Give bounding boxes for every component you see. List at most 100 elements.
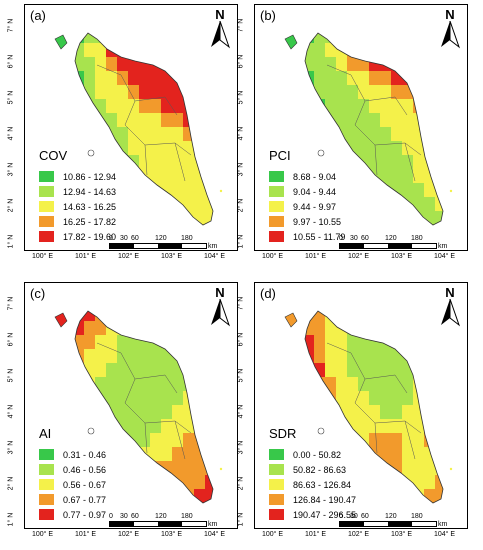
grid-cell: [424, 433, 436, 448]
grid-cell: [435, 71, 443, 86]
longitude-tick: 102° E: [348, 253, 370, 260]
pci-map: [284, 32, 453, 226]
grid-cell: [380, 85, 392, 100]
grid-cell: [183, 475, 195, 490]
grid-cell: [139, 211, 151, 225]
legend-item: 0.56 - 0.67: [39, 477, 106, 492]
grid-cell: [205, 155, 213, 170]
grid-cell: [358, 169, 370, 184]
grid-cell: [325, 57, 337, 72]
grid-cell: [75, 363, 85, 378]
scale-tick-label: 30: [120, 513, 128, 520]
grid-cell: [139, 433, 151, 448]
grid-cell: [314, 71, 326, 86]
state-boundary: [134, 96, 178, 116]
grid-cell: [369, 311, 381, 322]
grid-cell: [172, 113, 184, 128]
grid-cell: [402, 433, 414, 448]
grid-cell: [314, 33, 326, 44]
grid-cell: [161, 433, 173, 448]
grid-cell: [150, 211, 162, 225]
grid-cell: [413, 433, 425, 448]
grid-cell: [413, 197, 425, 212]
grid-cell: [314, 57, 326, 72]
grid-cell: [369, 33, 381, 44]
grid-cell: [161, 335, 173, 350]
grid-cell: [172, 141, 184, 156]
latitude-tick: 1° N: [237, 234, 245, 249]
grid-cell: [194, 43, 206, 58]
legend-item: 9.97 - 10.55: [269, 214, 345, 229]
coastline: [74, 310, 214, 504]
grid-cell: [95, 377, 107, 392]
latitude-tick: 6° N: [7, 54, 15, 69]
grid-cell: [402, 127, 414, 142]
state-boundary: [96, 342, 136, 404]
latitude-tick: 3° N: [237, 162, 245, 177]
grid-cell: [402, 349, 414, 364]
longitude-tick: 101° E: [75, 253, 97, 260]
grid-cell: [325, 335, 337, 350]
grid-cell: [205, 447, 213, 462]
grid-cell: [150, 489, 162, 503]
grid-cell: [150, 321, 162, 336]
grid-cell: [435, 475, 443, 490]
grid-cell: [150, 127, 162, 142]
legend-label: 16.25 - 17.82: [63, 216, 117, 227]
grid-cell: [435, 419, 443, 434]
grid-cell: [347, 183, 359, 198]
legend-label: 14.63 - 16.25: [63, 201, 117, 212]
grid-cell: [84, 33, 96, 44]
longitude-tick: 100° E: [262, 253, 284, 260]
grid-cell: [424, 43, 436, 58]
grid-cell: [128, 43, 140, 58]
grid-cell: [380, 489, 392, 503]
grid-cell: [194, 447, 206, 462]
cov-map: [54, 32, 223, 226]
grid-cell: [369, 127, 381, 142]
grid-cell: [424, 461, 436, 476]
grid-cell: [183, 169, 195, 184]
longitude-tick: 104° E: [204, 253, 226, 260]
grid-cell: [305, 99, 315, 114]
grid-cell: [391, 99, 403, 114]
grid-cell: [402, 211, 414, 225]
longitude-tick: 104° E: [204, 531, 226, 538]
grid-cell: [358, 33, 370, 44]
island-outline: [87, 149, 95, 157]
coastline: [304, 310, 444, 504]
grid-cell: [413, 447, 425, 462]
grid-cell: [139, 489, 151, 503]
grid-cell: [194, 183, 206, 198]
grid-cell: [84, 71, 96, 86]
latitude-tick: 2° N: [7, 476, 15, 491]
grid-cell: [205, 57, 213, 72]
sdr-map: [284, 310, 453, 504]
grid-cell: [172, 99, 184, 114]
grid-cell: [139, 447, 151, 462]
grid-cell: [424, 141, 436, 156]
scale-bar: 0 30 60 120 180 km: [339, 513, 449, 528]
grid-cell: [435, 377, 443, 392]
grid-cell: [172, 155, 184, 170]
grid-cell: [75, 127, 85, 142]
state-boundary: [374, 144, 378, 176]
grid-cell: [424, 33, 436, 44]
grid-cell: [369, 141, 381, 156]
grid-cell: [139, 349, 151, 364]
grid-cell: [336, 57, 348, 72]
grid-cell: [380, 447, 392, 462]
scale-tick-label: 0: [109, 235, 113, 242]
longitude-tick: 102° E: [348, 531, 370, 538]
grid-cell: [391, 433, 403, 448]
grid-cell: [139, 405, 151, 420]
grid-cell: [84, 321, 96, 336]
grid-cell: [161, 447, 173, 462]
grid-cell: [424, 169, 436, 184]
legend: COV 10.86 - 12.94 12.94 - 14.63 14.63 - …: [39, 148, 116, 244]
grid-cell: [194, 433, 206, 448]
grid-cell: [161, 363, 173, 378]
grid-cell: [161, 71, 173, 86]
grid-cell: [314, 127, 326, 142]
grid-cell: [380, 211, 392, 225]
